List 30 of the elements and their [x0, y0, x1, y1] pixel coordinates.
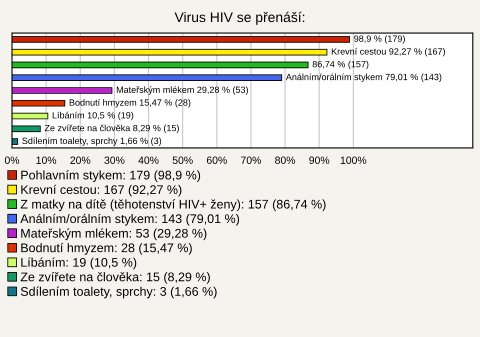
legend-label: Análním/orálním stykem: 143 (79,01 %) [20, 214, 240, 226]
x-tick-label: 50% [172, 156, 193, 164]
legend-label: Krevní cestou: 167 (92,27 %) [21, 184, 182, 197]
x-tick-label: 20% [70, 156, 90, 164]
data-label: Líbáním 10,5 % (19) [52, 112, 134, 120]
legend-label: Mateřským mlékem: 53 (29,28 %) [21, 228, 206, 240]
legend-label: Sdílením toalety, sprchy: 3 (1,66 %) [20, 286, 217, 298]
legend-label: Bodnutí hmyzem: 28 (15,47 %) [21, 242, 192, 255]
x-tick-label: 0% [4, 156, 20, 164]
x-tick-label: 40% [138, 156, 159, 164]
data-label: 86,74 % (157) [312, 60, 368, 70]
x-tick-label: 80% [275, 156, 296, 164]
data-label: Bodnutí hmyzem 15,47 % (28) [70, 98, 190, 108]
data-label: Ze zvířete na člověka 8,29 % (15) [44, 124, 179, 134]
x-tick-label: 100% [340, 156, 366, 164]
data-label: Mateřským mlékem 29,28 % (53) [116, 86, 248, 95]
data-label: Análním/orálním stykem 79,01 % (143) [286, 73, 442, 82]
x-tick-label: 90% [309, 156, 330, 164]
x-tick-label: 70% [241, 156, 261, 164]
x-tick-label: 10% [36, 156, 56, 164]
legend-label: Pohlavním stykem: 179 (98,9 %) [21, 170, 200, 182]
x-tick-label: 30% [104, 156, 124, 164]
data-label: 98,9 % (179) [354, 35, 405, 44]
legend-label: Ze zvířete na člověka: 15 (8,29 %) [20, 272, 210, 284]
legend-label: Z matky na dítě (těhotenství HIV+ ženy): 157 (86,74 %) [20, 199, 326, 212]
legend-label: Líbáním: 19 (10,5 %) [21, 257, 136, 270]
chart-title: Virus HIV se přenáší: [174, 12, 304, 25]
x-tick-label: 60% [206, 156, 227, 164]
data-label: Krevní cestou 92,27 % (167) [332, 48, 445, 56]
data-label: Sdílením toalety, sprchy 1,66 % (3) [22, 137, 162, 146]
